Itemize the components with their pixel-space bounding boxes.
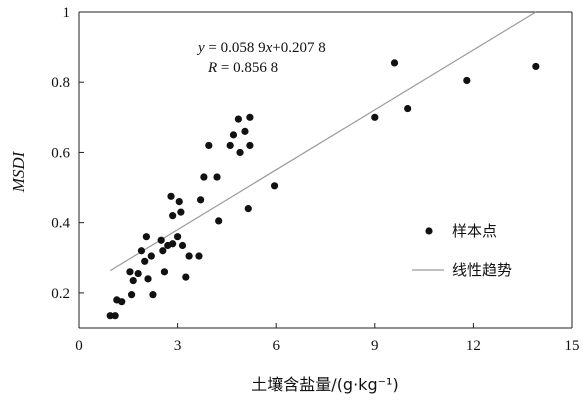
data-point	[160, 268, 169, 276]
data-point	[226, 141, 234, 150]
data-point	[129, 277, 137, 285]
data-point	[182, 273, 190, 281]
data-point	[149, 291, 157, 299]
data-point	[137, 247, 146, 255]
data-point	[178, 241, 187, 250]
data-point	[175, 198, 183, 206]
legend-label-trend: 线性趋势	[452, 261, 512, 279]
data-point	[167, 192, 175, 200]
data-point	[111, 312, 119, 320]
correlation-coefficient: R = 0.856 8	[207, 60, 278, 76]
r-value: = 0.856 8	[217, 60, 278, 76]
data-point	[127, 291, 136, 299]
x-ticks: 0 3 6 9 12 15	[75, 323, 580, 354]
data-point	[371, 113, 379, 121]
data-point	[270, 182, 279, 190]
y-tick-label: 0.6	[51, 145, 70, 161]
x-axis-title: 土壤含盐量/(g·kg⁻¹)	[251, 375, 398, 394]
equation-y-var: y	[196, 40, 205, 56]
data-point	[241, 127, 249, 135]
x-tick-label: 6	[272, 338, 280, 354]
data-points-layer	[106, 59, 540, 320]
data-point	[159, 247, 167, 255]
data-point	[185, 252, 193, 260]
y-tick-label: 0.2	[51, 286, 70, 302]
equation-intercept: +0.207 8	[272, 40, 325, 56]
y-ticks: 0.2 0.4 0.6 0.8 1	[51, 5, 84, 302]
data-point	[246, 113, 254, 121]
plot-frame	[78, 11, 573, 329]
data-point	[215, 217, 223, 225]
data-point	[463, 76, 471, 85]
data-point	[404, 104, 412, 113]
x-tick-label: 3	[174, 338, 182, 354]
data-point	[177, 208, 185, 216]
y-axis-title: MSDI	[9, 150, 28, 193]
data-point	[195, 252, 203, 260]
data-point	[126, 268, 134, 276]
data-point	[106, 312, 114, 320]
data-point	[200, 173, 208, 181]
data-point	[197, 196, 205, 204]
data-point	[205, 141, 213, 150]
x-tick-label: 9	[371, 338, 379, 354]
data-point	[118, 298, 126, 306]
data-point	[174, 233, 182, 241]
data-point	[141, 257, 149, 265]
legend-label-points: 样本点	[452, 222, 497, 240]
y-tick-label: 0.8	[51, 75, 70, 91]
legend-marker-points	[425, 227, 433, 235]
data-point	[169, 240, 177, 248]
y-tick-label: 0.4	[51, 216, 70, 232]
data-point	[532, 62, 540, 71]
x-tick-label: 12	[466, 338, 481, 354]
data-point	[229, 131, 238, 139]
data-point	[169, 212, 177, 220]
legend: 样本点 线性趋势	[412, 222, 512, 279]
y-tick-label: 1	[63, 5, 71, 21]
trend-line	[109, 11, 537, 272]
r-var: R	[207, 60, 217, 76]
equation-slope: = 0.058 9	[205, 40, 266, 56]
equation-x-var: x	[265, 40, 273, 56]
data-point	[213, 173, 221, 181]
data-point	[246, 141, 254, 150]
x-tick-label: 0	[75, 338, 83, 354]
data-point	[142, 233, 150, 241]
data-point	[134, 269, 142, 278]
x-tick-label: 15	[565, 338, 580, 354]
data-point	[157, 236, 165, 244]
data-point	[144, 275, 152, 283]
data-point	[244, 205, 252, 213]
regression-equation: y = 0.058 9x+0.207 8	[196, 40, 326, 56]
data-point	[390, 59, 399, 67]
data-point	[147, 252, 155, 260]
data-point	[236, 148, 244, 157]
trend-line-layer	[109, 11, 537, 272]
data-point	[234, 115, 243, 123]
